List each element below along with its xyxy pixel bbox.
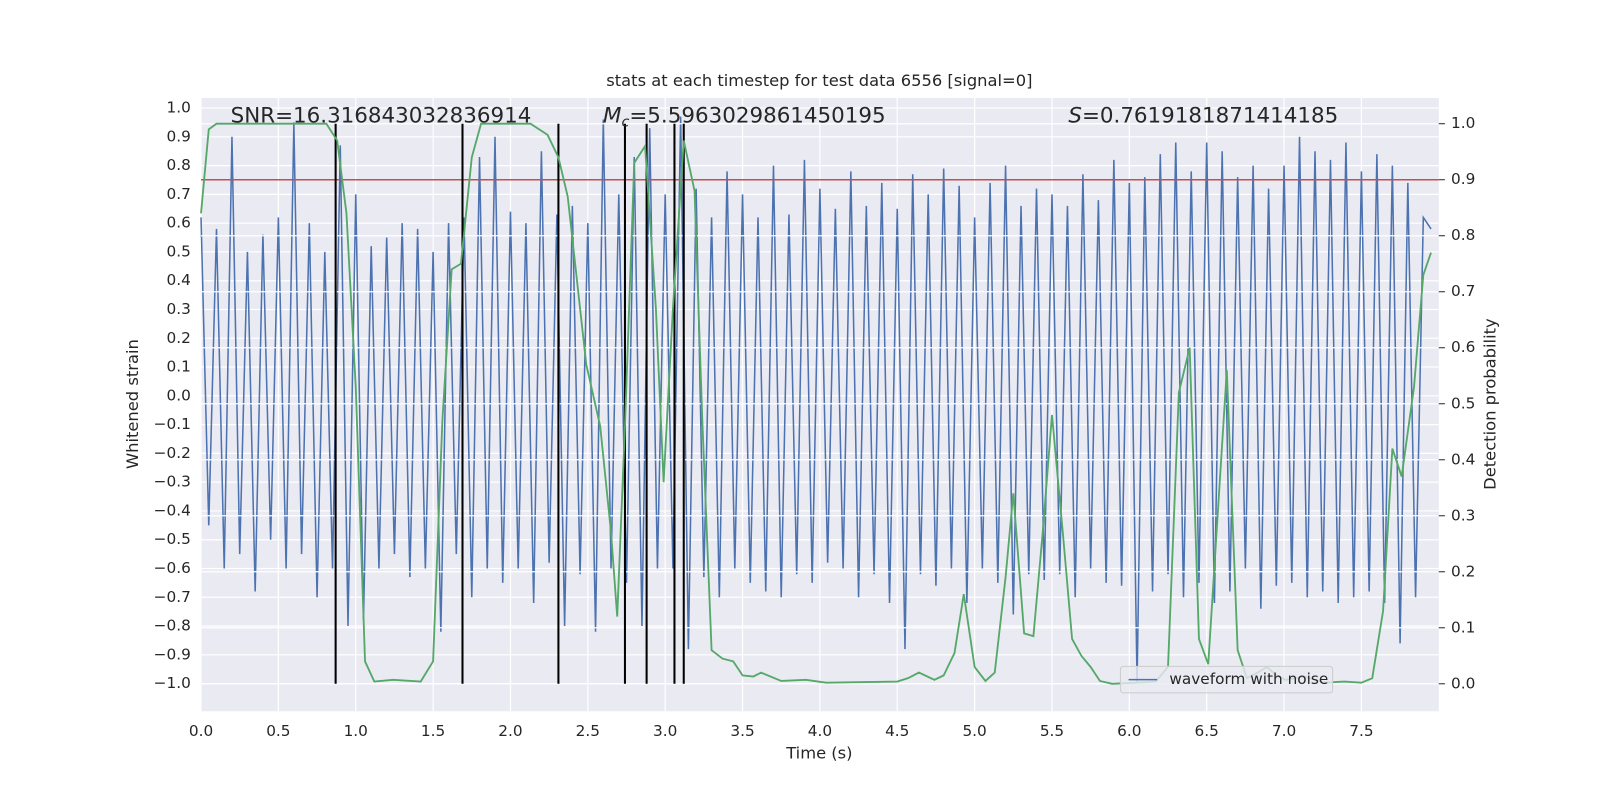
x-tick-label: 2.5	[576, 722, 600, 740]
annotation-subscript: c	[622, 114, 630, 130]
y-tick-label: −0.4	[154, 501, 191, 519]
x-tick-label: 0.5	[266, 722, 290, 740]
x-tick-label: 4.5	[885, 722, 909, 740]
y2-tick-label: 1.0	[1451, 114, 1475, 132]
x-tick-label: 7.5	[1349, 722, 1373, 740]
x-axis-label: Time (s)	[785, 744, 852, 763]
annotation-symbol: S	[1068, 103, 1082, 128]
annotation-symbol: M	[603, 103, 621, 128]
x-tick-label: 3.0	[653, 722, 677, 740]
y2-tick-label: 0.0	[1451, 674, 1475, 692]
y2-tick-label: 0.8	[1451, 226, 1475, 244]
x-tick-label: 7.0	[1272, 722, 1296, 740]
y2-tick-label: 0.7	[1451, 282, 1475, 300]
y-tick-label: 0.5	[166, 242, 190, 260]
x-tick-label: 2.0	[498, 722, 522, 740]
chart-title: stats at each timestep for test data 655…	[606, 71, 1032, 90]
y2-tick-label: 0.1	[1451, 618, 1475, 636]
y-tick-label: 0.1	[166, 358, 190, 376]
x-tick-label: 6.5	[1195, 722, 1219, 740]
y-tick-label: −1.0	[154, 674, 191, 692]
y-tick-label: −0.2	[154, 444, 191, 462]
y-tick-label: 0.9	[166, 127, 190, 145]
legend-label: waveform with noise	[1169, 670, 1328, 688]
y-tick-label: 0.2	[166, 329, 190, 347]
x-tick-label: 6.0	[1117, 722, 1141, 740]
y-axis-label: Whitened strain	[123, 339, 142, 469]
annotation: S=0.7619181871414185	[1068, 103, 1338, 128]
y-tick-label: 0.0	[166, 386, 190, 404]
y2-tick-label: 0.6	[1451, 338, 1475, 356]
x-tick-label: 0.0	[189, 722, 213, 740]
annotation: SNR=16.316843032836914	[231, 103, 532, 128]
x-tick-label: 1.5	[421, 722, 445, 740]
x-tick-label: 5.0	[962, 722, 986, 740]
x-tick-label: 3.5	[730, 722, 754, 740]
y2-axis-label: Detection probability	[1480, 318, 1499, 490]
y-tick-label: 0.3	[166, 300, 190, 318]
y-tick-label: −0.5	[154, 530, 191, 548]
annotation: Mc=5.5963029861450195	[603, 103, 886, 130]
y2-tick-label: 0.4	[1451, 450, 1475, 468]
y2-tick-label: 0.9	[1451, 170, 1475, 188]
y-tick-label: 1.0	[166, 99, 190, 117]
y-tick-label: −0.8	[154, 617, 191, 635]
y2-tick-label: 0.5	[1451, 394, 1475, 412]
y-tick-label: −0.7	[154, 588, 191, 606]
x-tick-label: 5.5	[1040, 722, 1064, 740]
annotation-text: =0.7619181871414185	[1082, 103, 1338, 128]
y-tick-label: 0.7	[166, 185, 190, 203]
y2-tick-label: 0.2	[1451, 562, 1475, 580]
y-tick-label: −0.3	[154, 473, 191, 491]
annotation-text: =5.5963029861450195	[629, 103, 885, 128]
y-tick-label: −0.9	[154, 645, 191, 663]
y-tick-label: 0.8	[166, 156, 190, 174]
y-tick-label: −0.6	[154, 559, 191, 577]
x-tick-label: 4.0	[808, 722, 832, 740]
y-tick-label: −0.1	[154, 415, 191, 433]
y-tick-label: 0.4	[166, 271, 190, 289]
x-tick-label: 1.0	[344, 722, 368, 740]
y-tick-label: 0.6	[166, 214, 190, 232]
legend-box	[1119, 665, 1334, 694]
annotation-text: SNR=16.316843032836914	[231, 103, 532, 128]
y2-tick-label: 0.3	[1451, 506, 1475, 524]
